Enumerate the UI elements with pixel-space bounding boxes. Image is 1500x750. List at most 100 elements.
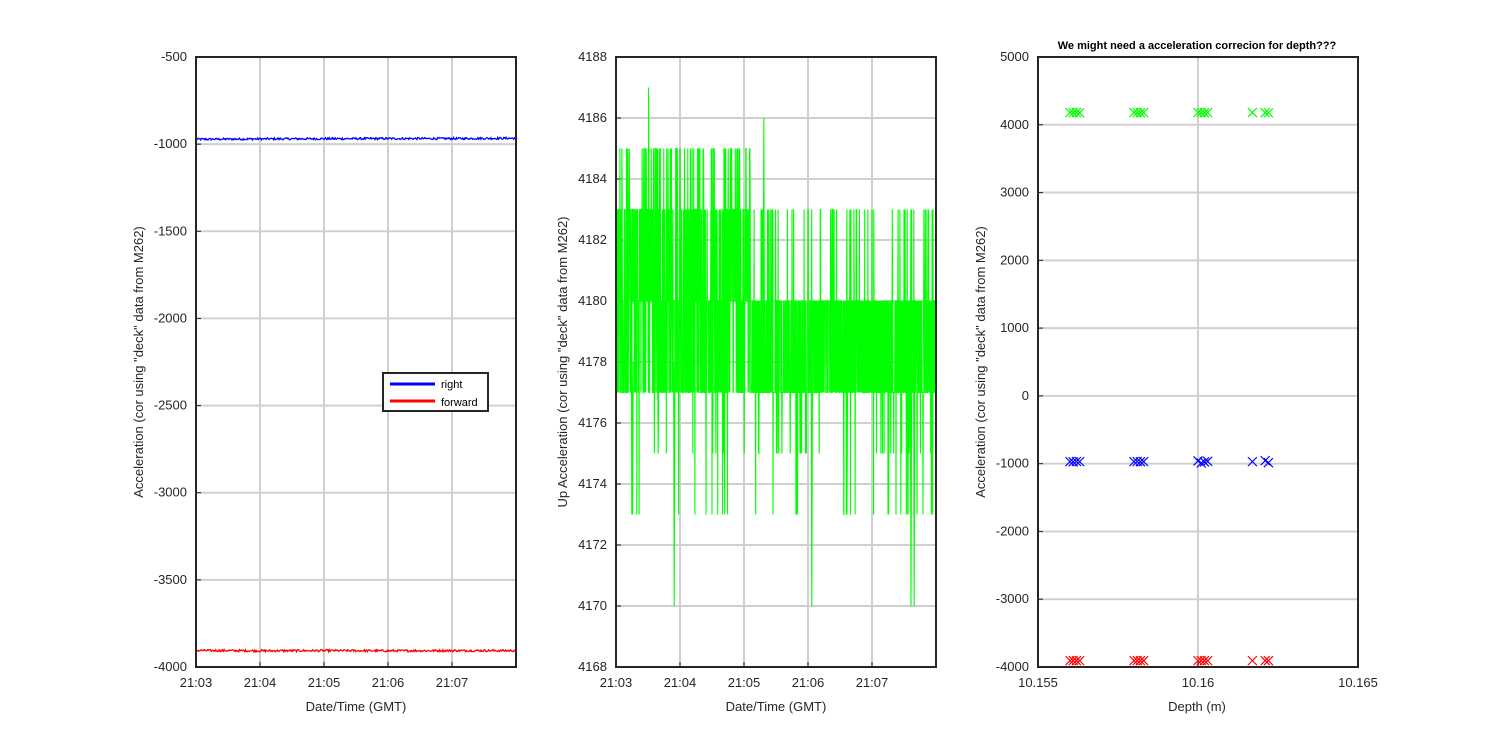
tick-labels: 10.155 10.16 10.165 -4000 -3000 -2000 -1000 0 10… [996, 49, 1378, 690]
y-tick-label: 4186 [578, 110, 607, 125]
scatter-point [1202, 655, 1213, 666]
y-tick-label: -1000 [996, 456, 1029, 471]
scatter-point [1196, 458, 1207, 468]
y-tick-label: 1000 [1000, 320, 1029, 335]
scatter-point [1202, 107, 1213, 118]
y-tick-label: 4172 [578, 537, 607, 552]
series-spike [909, 361, 913, 607]
scatter-point [1138, 107, 1149, 118]
y-tick-label: 2000 [1000, 252, 1029, 267]
y-tick-label: 4170 [578, 598, 607, 613]
right-y-axis-label: Acceleration (cor using "deck" data from… [973, 226, 988, 498]
series-spike [631, 361, 634, 515]
scatter-point [1263, 107, 1274, 118]
scatter-point [1074, 456, 1085, 467]
scatter-point [1138, 456, 1149, 467]
panel-left: Acceleration (cor using "deck" data from… [131, 49, 517, 714]
x-tick-label: 21:03 [180, 675, 213, 690]
scatter-point [1199, 107, 1210, 118]
series-spike [673, 361, 676, 607]
scatter-point [1260, 655, 1271, 666]
scatter-point [1247, 655, 1258, 666]
right-chart-title: We might need a acceleration correcion f… [1058, 40, 1337, 52]
y-tick-label: 5000 [1000, 49, 1029, 64]
scatter-point [1202, 456, 1213, 467]
y-tick-label: -1500 [154, 223, 187, 238]
series-spike [810, 361, 814, 607]
scatter-point [1071, 107, 1082, 118]
x-tick-label: 10.155 [1018, 675, 1058, 690]
scatter-point [1247, 456, 1258, 467]
scatter-point [1074, 107, 1085, 118]
tick-labels: 21:03 21:04 21:05 21:06 21:07 4168 4170 4172 417… [578, 49, 888, 690]
series-spike [647, 87, 650, 363]
scatter-point [1074, 655, 1085, 666]
x-tick-label: 10.16 [1182, 675, 1215, 690]
series-spike [657, 361, 660, 454]
grid-lines [1038, 57, 1358, 667]
y-tick-label: -1000 [154, 136, 187, 151]
series-spike [845, 361, 849, 515]
x-tick-label: 10.165 [1338, 675, 1378, 690]
legend-box [382, 372, 489, 412]
x-tick-label: 21:07 [856, 675, 889, 690]
left-y-axis-label: Acceleration (cor using "deck" data from… [131, 226, 146, 498]
scatter-point [1263, 655, 1274, 666]
tick-labels: 21:03 21:04 21:05 21:06 21:07 -4000 -3500 -3000… [154, 49, 469, 690]
scatter-point [1263, 457, 1274, 468]
y-tick-label: 4184 [578, 171, 607, 186]
left-x-axis-label: Date/Time (GMT) [306, 699, 407, 714]
x-tick-label: 21:06 [372, 675, 405, 690]
scatter-point [1199, 457, 1210, 467]
x-tick-label: 21:05 [728, 675, 761, 690]
y-tick-label: 0 [1022, 388, 1029, 403]
axes-frame [195, 56, 517, 668]
scatter-point [1135, 456, 1146, 467]
panel-right: We might need a acceleration correcion f… [973, 40, 1378, 714]
y-tick-label: -500 [161, 49, 187, 64]
y-tick-label: -2000 [154, 310, 187, 325]
series-spike [887, 361, 890, 515]
y-tick-label: 4176 [578, 415, 607, 430]
panel-middle: Up Acceleration (cor using "deck" data f… [555, 49, 937, 714]
right-x-axis-label: Depth (m) [1168, 699, 1226, 714]
y-tick-label: 3000 [1000, 185, 1029, 200]
axes-frame [1037, 56, 1359, 668]
series-spike [711, 361, 714, 454]
y-tick-label: 4168 [578, 659, 607, 674]
scatter-point [1138, 655, 1149, 666]
y-tick-label: 4000 [1000, 117, 1029, 132]
scatter-point [1071, 655, 1082, 666]
x-tick-label: 21:04 [664, 675, 697, 690]
x-tick-label: 21:03 [600, 675, 633, 690]
y-tick-label: -4000 [996, 659, 1029, 674]
y-tick-label: 4174 [578, 476, 607, 491]
series-spike [762, 117, 766, 363]
y-tick-label: 4180 [578, 293, 607, 308]
x-tick-label: 21:06 [792, 675, 825, 690]
scatter-point [1071, 456, 1082, 467]
middle-y-axis-label: Up Acceleration (cor using "deck" data f… [555, 216, 570, 507]
y-tick-label: -3000 [996, 591, 1029, 606]
axes-frame [615, 56, 937, 668]
y-tick-label: 4182 [578, 232, 607, 247]
middle-x-axis-label: Date/Time (GMT) [726, 699, 827, 714]
y-tick-label: 4188 [578, 49, 607, 64]
grid-lines [196, 57, 516, 667]
series-line-forward [195, 647, 517, 654]
series-line-up [615, 147, 936, 516]
x-tick-label: 21:04 [244, 675, 277, 690]
scatter-point [1199, 655, 1210, 666]
scatter-point [1260, 107, 1271, 118]
y-tick-label: -2000 [996, 523, 1029, 538]
legend-label-forward: forward [441, 397, 478, 409]
x-tick-label: 21:05 [308, 675, 341, 690]
x-tick-label: 21:07 [436, 675, 469, 690]
y-tick-label: -4000 [154, 659, 187, 674]
y-tick-label: -3500 [154, 572, 187, 587]
y-tick-label: -2500 [154, 398, 187, 413]
y-tick-label: -3000 [154, 485, 187, 500]
series-spike [913, 361, 916, 607]
scatter-point [1247, 107, 1258, 118]
